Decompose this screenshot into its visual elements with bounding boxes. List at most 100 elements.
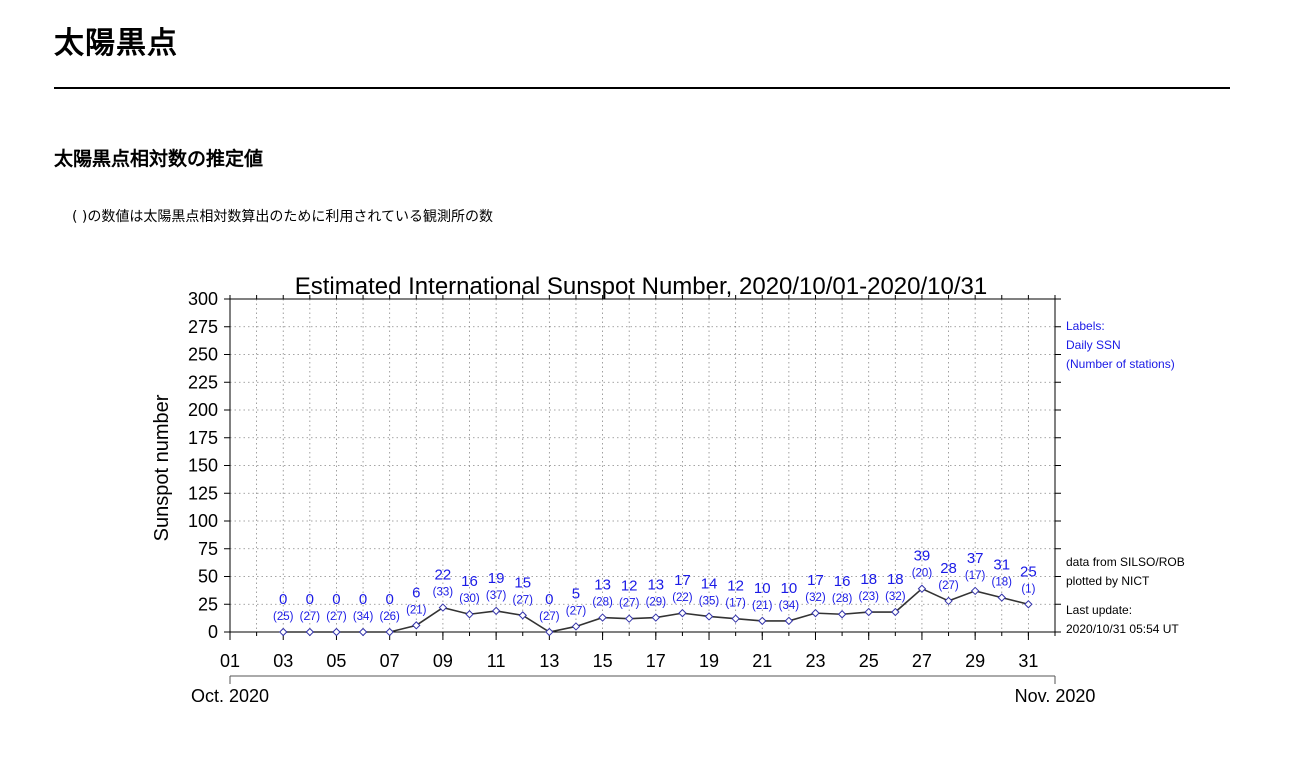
data-label-value: 5 — [572, 585, 580, 602]
data-point — [997, 593, 1006, 602]
data-point — [438, 603, 448, 612]
y-tick-label: 150 — [188, 456, 218, 476]
data-label-value: 39 — [914, 548, 931, 565]
y-tick-label: 50 — [198, 567, 218, 587]
y-tick-label: 275 — [188, 317, 218, 337]
data-label-value: 13 — [594, 577, 611, 594]
y-tick-label: 100 — [188, 511, 218, 531]
y-tick-label: 250 — [188, 345, 218, 365]
data-label-stations: (37) — [486, 590, 507, 602]
data-label-stations: (26) — [379, 611, 400, 623]
data-point — [385, 627, 394, 637]
data-label-stations: (32) — [885, 591, 906, 603]
data-point — [864, 607, 873, 617]
data-label-stations: (32) — [805, 592, 826, 604]
x-tick-label: 29 — [965, 651, 985, 671]
y-tick-label: 75 — [198, 539, 218, 559]
legend-text: Labels: — [1066, 319, 1105, 333]
data-label-value: 17 — [674, 572, 691, 589]
data-point — [491, 606, 501, 616]
data-label-value: 0 — [306, 591, 314, 608]
data-label-value: 22 — [435, 567, 452, 584]
x-tick-label: 19 — [699, 651, 719, 671]
data-point — [571, 622, 581, 631]
credit-text: data from SILSO/ROB — [1066, 555, 1185, 569]
data-point — [518, 611, 527, 620]
data-label-value: 10 — [754, 580, 771, 597]
data-label-stations: (27) — [300, 611, 321, 623]
data-label-stations: (1) — [1021, 583, 1035, 595]
data-point — [624, 614, 634, 623]
title-divider — [54, 87, 1230, 89]
stations-note: ( )の数値は太陽黒点相対数算出のために利用されている観測所の数 — [72, 209, 493, 225]
x-tick-label: 11 — [487, 651, 506, 671]
data-label-value: 12 — [727, 578, 744, 595]
x-tick-label: 03 — [273, 651, 293, 671]
data-label-stations: (27) — [566, 605, 587, 617]
month-label-end: Nov. 2020 — [1015, 686, 1096, 706]
data-point — [758, 616, 767, 626]
data-point — [358, 627, 368, 637]
data-point — [1024, 600, 1033, 609]
data-label-value: 16 — [834, 573, 851, 590]
data-label-value: 0 — [386, 591, 394, 608]
data-label-value: 16 — [461, 573, 478, 590]
y-tick-label: 0 — [208, 622, 218, 642]
data-label-value: 0 — [359, 591, 367, 608]
data-label-value: 28 — [940, 560, 957, 577]
data-label-stations: (33) — [433, 587, 454, 599]
y-tick-label: 25 — [198, 594, 218, 614]
data-point — [944, 596, 953, 606]
data-point — [279, 627, 288, 637]
x-tick-label: 07 — [380, 651, 400, 671]
data-label-stations: (27) — [619, 598, 640, 610]
data-label-stations: (18) — [992, 577, 1013, 589]
data-label-value: 37 — [967, 550, 984, 567]
data-label-value: 14 — [701, 575, 718, 592]
page-title: 太陽黒点 — [54, 26, 178, 61]
data-point — [917, 584, 927, 593]
data-point — [678, 608, 687, 618]
x-tick-label: 23 — [805, 651, 825, 671]
legend: Labels: Daily SSN (Number of stations) — [1066, 319, 1175, 371]
data-label-value: 18 — [860, 571, 877, 588]
y-axis-label: Sunspot number — [151, 394, 173, 541]
credit-text: plotted by NICT — [1066, 574, 1150, 588]
plot-frame — [229, 298, 1056, 633]
plot-border — [229, 298, 1056, 633]
data-label-value: 13 — [647, 577, 664, 594]
data-label-stations: (34) — [779, 600, 800, 612]
data-point — [465, 610, 474, 619]
x-tick-label: 09 — [433, 651, 453, 671]
data-point — [305, 627, 315, 637]
credit-text: Last update: — [1066, 603, 1132, 617]
data-label-value: 10 — [781, 580, 798, 597]
data-label-stations: (28) — [832, 593, 853, 605]
data-point — [332, 627, 341, 637]
data-label-value: 12 — [621, 578, 638, 595]
data-label-value: 18 — [887, 571, 904, 588]
section-title: 太陽黒点相対数の推定値 — [54, 148, 264, 170]
data-point — [704, 612, 714, 621]
x-tick-label: 27 — [912, 651, 932, 671]
y-tick-label: 125 — [188, 483, 218, 503]
x-tick-label: 05 — [326, 651, 346, 671]
data-label-stations: (34) — [353, 611, 374, 623]
y-tick-label: 300 — [188, 289, 218, 309]
data-label-value: 19 — [488, 570, 505, 587]
y-tick-label: 225 — [188, 372, 218, 392]
data-label-stations: (17) — [965, 570, 986, 582]
legend-text: Daily SSN — [1066, 338, 1121, 352]
data-label-stations: (27) — [938, 580, 959, 592]
data-point — [784, 616, 794, 626]
data-label-value: 17 — [807, 572, 824, 589]
data-label-value: 6 — [412, 584, 420, 601]
data-label-stations: (29) — [646, 597, 667, 609]
x-tick-label: 21 — [752, 651, 772, 671]
series-points — [279, 584, 1033, 637]
data-label-value: 25 — [1020, 563, 1037, 580]
data-label-stations: (22) — [672, 592, 693, 604]
data-label-stations: (20) — [912, 568, 933, 580]
